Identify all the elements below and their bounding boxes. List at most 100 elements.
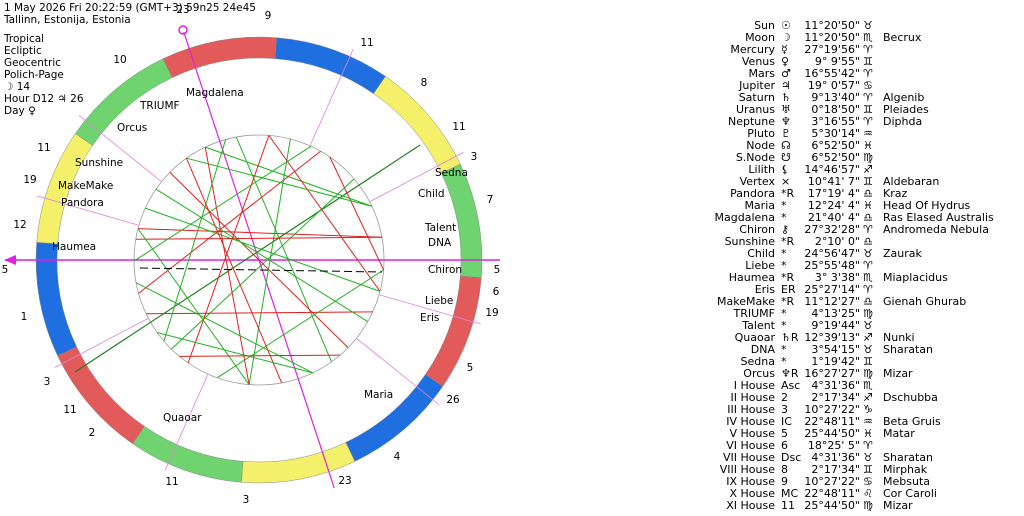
position: 3°16'55" (811, 115, 860, 128)
aspect-line (186, 157, 372, 207)
body-name: Pluto (747, 127, 775, 140)
body-name: S.Node (736, 151, 775, 164)
house-label: 3 (471, 151, 478, 163)
body-name: Sunshine (725, 235, 776, 248)
body-symbol: 5 (781, 427, 788, 440)
fixed-star: Becrux (883, 31, 922, 44)
planet-label: Magdalena (186, 87, 244, 99)
body-symbol: 2 (781, 391, 788, 404)
position: 4°31'36" (811, 379, 860, 392)
sign: ♈ (863, 115, 873, 128)
fixed-star: Mizar (883, 367, 913, 380)
sign: ♐ (863, 391, 873, 404)
planet-label: TRIUMF (139, 100, 180, 112)
body-symbol: 8 (781, 463, 788, 476)
house-label: 26 (446, 394, 460, 406)
setting: Day ♀ (4, 105, 36, 117)
fixed-star: Algenib (883, 91, 924, 104)
body-name: Uranus (736, 103, 775, 116)
house-cusp (356, 337, 440, 405)
aspect-line (268, 135, 381, 292)
position: 0°18'50" (811, 103, 860, 116)
house-cusp (378, 294, 482, 325)
zodiac-sign (132, 426, 244, 483)
body-name: III House (727, 403, 775, 416)
fixed-star: Pleiades (883, 103, 929, 116)
mc-marker (178, 25, 188, 35)
body-name: Pandora (730, 187, 775, 200)
fixed-star: Gienah Ghurab (883, 295, 966, 308)
house-cusp (36, 195, 140, 226)
sign: ♊ (863, 355, 873, 368)
position: 1°19'42" (811, 355, 860, 368)
position: 9°13'40" (811, 91, 860, 104)
sign: ♍ (863, 307, 873, 320)
sign: ♏ (863, 271, 873, 284)
sign: ♈ (863, 259, 873, 272)
body-name: DNA (751, 343, 776, 356)
sign: ♍ (863, 151, 873, 164)
aspect-line (137, 228, 250, 385)
zodiac-sign (57, 346, 145, 445)
position: 25°55'48" (804, 259, 860, 272)
house-label: 19 (485, 307, 498, 319)
position: 3° 3'38" (815, 271, 860, 284)
fixed-star: Matar (883, 427, 915, 440)
body-name: XI House (726, 499, 775, 512)
body-symbol: ♆ (781, 115, 791, 128)
house-cusp (164, 373, 209, 472)
body-name: IV House (726, 415, 775, 428)
sign: ♈ (863, 43, 873, 56)
setting: Ecliptic (4, 45, 42, 57)
sign: ♈ (863, 439, 873, 452)
body-symbol: * (781, 211, 787, 224)
aspect-line (235, 136, 332, 362)
planet-label: Maria (364, 389, 393, 401)
house-label: 4 (394, 451, 401, 463)
position: 25°44'50" (804, 427, 860, 440)
sign: ♓ (863, 139, 873, 152)
body-symbol: ♂ (781, 67, 791, 80)
body-name: II House (731, 391, 776, 404)
sign: ♐ (863, 331, 873, 344)
sign: ♉ (863, 451, 873, 464)
house-label: 12 (13, 219, 26, 231)
sign: ♒ (863, 127, 873, 140)
planet-label: Sedna (435, 167, 468, 179)
fixed-star: Kraz (883, 187, 907, 200)
fixed-star: Diphda (883, 115, 922, 128)
body-symbol: *R (781, 271, 795, 284)
house-label: 11 (37, 142, 50, 154)
aspect-line (133, 145, 312, 262)
fixed-star: Zaurak (883, 247, 923, 260)
house-cusp (369, 152, 464, 203)
body-symbol: ☿ (781, 43, 788, 56)
house-label: 11 (165, 476, 178, 488)
body-symbol: ♄R (781, 331, 799, 344)
body-symbol: Dsc (781, 451, 801, 464)
body-symbol: *R (781, 187, 795, 200)
body-name: VIII House (720, 463, 775, 476)
body-name: Mercury (730, 43, 775, 56)
planet-label: DNA (428, 237, 452, 249)
planet-label: Sunshine (75, 157, 123, 169)
body-name: Sun (754, 19, 775, 32)
body-symbol: 6 (781, 439, 788, 452)
setting: ☽ 14 (4, 81, 30, 93)
planet-label: Haumea (52, 241, 96, 253)
body-name: VII House (723, 451, 775, 464)
position-table: Sun ☉ 11°20'50" ♉Moon ☽ 11°20'50" ♏ BecruxMercu… (715, 19, 994, 512)
house-label: 11 (452, 121, 465, 133)
body-symbol: * (781, 199, 787, 212)
sign: ♊ (863, 55, 873, 68)
position: 19° 0'57" (808, 79, 860, 92)
setting: Hour D12 ♃ 26 (4, 93, 84, 105)
aspect-line (186, 158, 283, 384)
body-symbol: *R (781, 235, 795, 248)
position: 22°48'11" (804, 487, 860, 500)
fixed-star: Nunki (883, 331, 915, 344)
position: 22°48'11" (804, 415, 860, 428)
position: 9°19'44" (811, 319, 860, 332)
body-symbol: ☊ (781, 139, 791, 152)
body-name: Haumea (729, 271, 775, 284)
